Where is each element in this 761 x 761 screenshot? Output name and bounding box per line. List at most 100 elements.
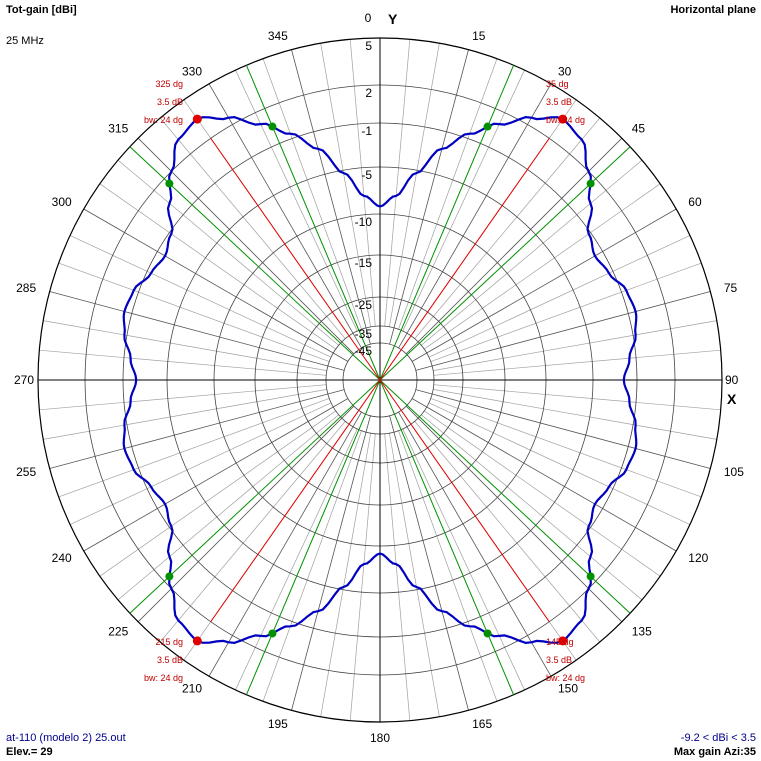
radial-tick-label: -5 — [361, 168, 372, 182]
major-spoke — [398, 83, 552, 349]
beamwidth-line — [245, 64, 381, 381]
minor-spoke — [69, 402, 332, 525]
angle-tick-label: 45 — [632, 121, 646, 135]
minor-spoke — [39, 349, 327, 376]
minor-spoke — [159, 421, 346, 643]
radial-tick-label: 2 — [365, 86, 372, 100]
angle-tick-label: 270 — [14, 373, 34, 387]
angle-tick-label: 210 — [182, 681, 202, 695]
angle-tick-label: 60 — [688, 195, 702, 209]
major-spoke — [83, 208, 349, 362]
minor-spoke — [414, 117, 601, 339]
major-spoke — [389, 415, 469, 711]
angle-tick-label: 75 — [724, 281, 738, 295]
y-axis-letter: Y — [388, 11, 398, 27]
angle-tick-label: 285 — [16, 281, 36, 295]
beamwidth-point — [165, 572, 174, 581]
minor-spoke — [402, 69, 525, 332]
major-spoke — [405, 405, 623, 623]
quantity-label: Tot-gain [dBi] — [6, 4, 77, 16]
minor-spoke — [428, 235, 691, 358]
beamwidth-point — [483, 122, 492, 131]
minor-spoke — [430, 398, 702, 498]
minor-spoke — [58, 262, 330, 362]
beamwidth-point — [586, 572, 595, 581]
frequency-label: 25 MHz — [6, 35, 44, 47]
angle-tick-label: 15 — [472, 29, 486, 43]
major-spoke — [389, 49, 469, 345]
radial-tick-label: -35 — [355, 327, 373, 341]
minor-spoke — [349, 39, 376, 327]
beamwidth-point — [268, 629, 277, 638]
beamwidth-point — [586, 179, 595, 188]
minor-spoke — [398, 430, 498, 702]
max-gain-annotation: bw: 24 dg — [144, 115, 183, 125]
max-gain-line — [379, 138, 550, 381]
max-gain-annotation: 325 dg — [155, 79, 183, 89]
max-gain-annotation: 3.5 dB — [157, 655, 183, 665]
max-gain-annotation: bw: 24 dg — [546, 673, 585, 683]
minor-spoke — [421, 414, 643, 601]
angle-tick-label: 150 — [558, 681, 578, 695]
minor-spoke — [117, 159, 339, 346]
plot-labels: 0153045607590105120135150165180195210225… — [14, 11, 744, 745]
angle-tick-label: 120 — [688, 551, 708, 565]
major-spoke — [415, 291, 711, 371]
angle-tick-label: 165 — [472, 717, 492, 731]
major-spoke — [49, 291, 345, 371]
minor-spoke — [99, 410, 336, 577]
minor-spoke — [398, 58, 498, 330]
angle-tick-label: 330 — [182, 65, 202, 79]
max-gain-annotation: bw: 24 dg — [144, 673, 183, 683]
minor-spoke — [421, 159, 643, 346]
minor-spoke — [433, 349, 721, 376]
minor-spoke — [39, 384, 327, 411]
max-gain-annotation: 3.5 dB — [157, 97, 183, 107]
major-spoke — [291, 415, 371, 711]
minor-spoke — [424, 183, 661, 350]
beamwidth-line — [245, 379, 381, 696]
max-gain-line — [210, 379, 381, 622]
max-gain-point — [192, 114, 202, 124]
minor-spoke — [402, 428, 525, 691]
minor-spoke — [430, 262, 702, 362]
major-spoke — [291, 49, 371, 345]
radial-tick-label: -1 — [361, 124, 372, 138]
radial-tick-label: 5 — [365, 39, 372, 53]
minor-spoke — [117, 414, 339, 601]
beamwidth-point — [483, 629, 492, 638]
angle-tick-label: 30 — [558, 65, 572, 79]
minor-spoke — [433, 384, 721, 411]
angle-tick-label: 345 — [268, 29, 288, 43]
minor-spoke — [389, 43, 440, 327]
major-spoke — [208, 83, 362, 349]
radial-tick-label: -45 — [355, 344, 373, 358]
angle-tick-label: 195 — [268, 717, 288, 731]
minor-spoke — [389, 433, 440, 717]
major-spoke — [49, 389, 345, 469]
beamwidth-line — [379, 379, 515, 696]
major-spoke — [411, 398, 677, 552]
minor-spoke — [433, 389, 717, 440]
minor-spoke — [384, 433, 411, 721]
major-spoke — [137, 405, 355, 623]
elevation-label: Elev.= 29 — [6, 746, 53, 758]
gain-pattern-curve — [122, 115, 638, 645]
minor-spoke — [320, 43, 371, 327]
pattern-markers — [165, 114, 595, 646]
max-gain-annotation: 145 dg — [546, 637, 574, 647]
minor-spoke — [320, 433, 371, 717]
minor-spoke — [159, 117, 346, 339]
major-spoke — [398, 411, 552, 677]
beamwidth-point — [165, 179, 174, 188]
angle-tick-label: 300 — [52, 195, 72, 209]
minor-spoke — [384, 39, 411, 327]
max-gain-point — [192, 636, 202, 646]
max-gain-point — [558, 636, 568, 646]
max-gain-annotation: 215 dg — [155, 637, 183, 647]
max-gain-annotation: 3.5 dB — [546, 97, 572, 107]
max-gain-annotation: 35 dg — [546, 79, 569, 89]
major-spoke — [137, 137, 355, 355]
polar-grid — [37, 37, 723, 723]
minor-spoke — [262, 58, 362, 330]
